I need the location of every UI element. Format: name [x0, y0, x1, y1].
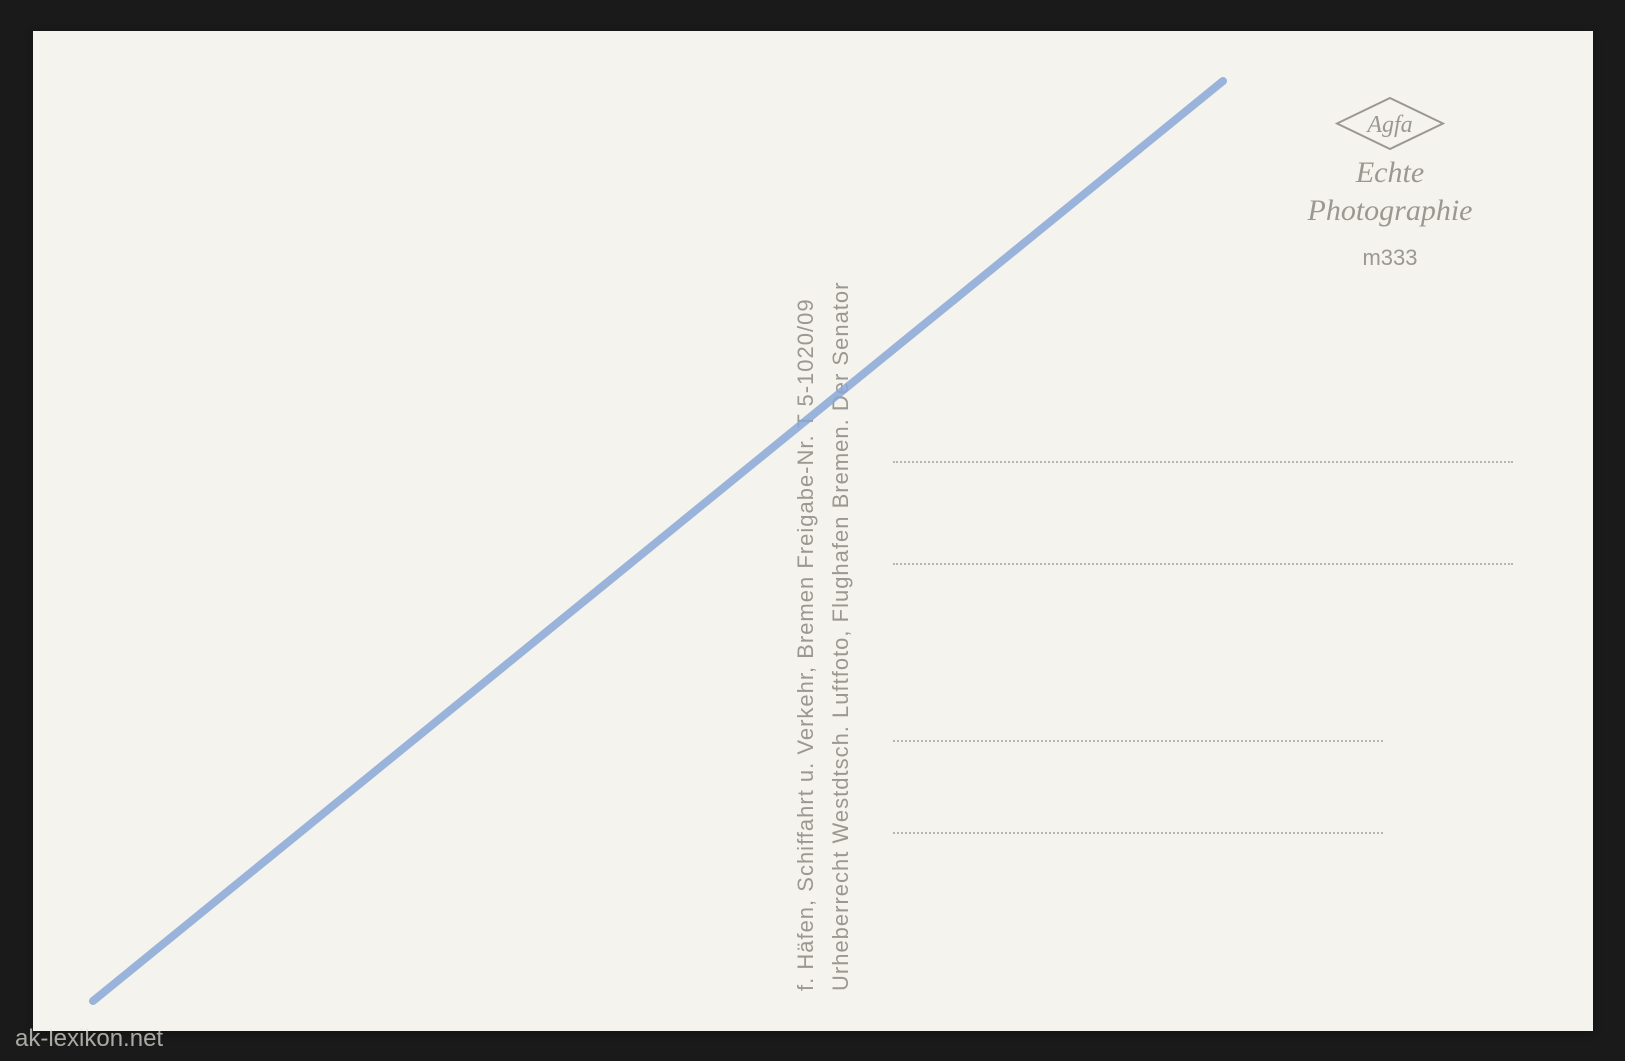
agfa-diamond-icon: Agfa	[1335, 96, 1445, 151]
agfa-brand-text: Agfa	[1365, 112, 1412, 138]
address-line-4	[893, 832, 1383, 834]
agfa-tagline-1: Echte	[1308, 156, 1473, 189]
copyright-line1: Urheberrecht Westdtsch. Luftfoto, Flugha…	[823, 111, 858, 991]
agfa-tagline-2: Photographie	[1308, 194, 1473, 227]
address-line-2	[893, 563, 1513, 565]
postcard-code: m333	[1308, 245, 1473, 271]
watermark-text: ak-lexikon.net	[15, 1025, 163, 1053]
copyright-text-block: f. Häfen, Schiffahrt u. Verkehr, Bremen …	[788, 111, 858, 991]
address-line-3	[893, 740, 1383, 742]
copyright-line2: f. Häfen, Schiffahrt u. Verkehr, Bremen …	[788, 111, 823, 991]
address-line-1	[893, 461, 1513, 463]
address-lines-block	[893, 461, 1513, 834]
agfa-logo-block: Agfa Echte Photographie m333	[1308, 96, 1473, 271]
postcard-back: f. Häfen, Schiffahrt u. Verkehr, Bremen …	[33, 31, 1593, 1031]
paper-tear	[633, 29, 683, 49]
